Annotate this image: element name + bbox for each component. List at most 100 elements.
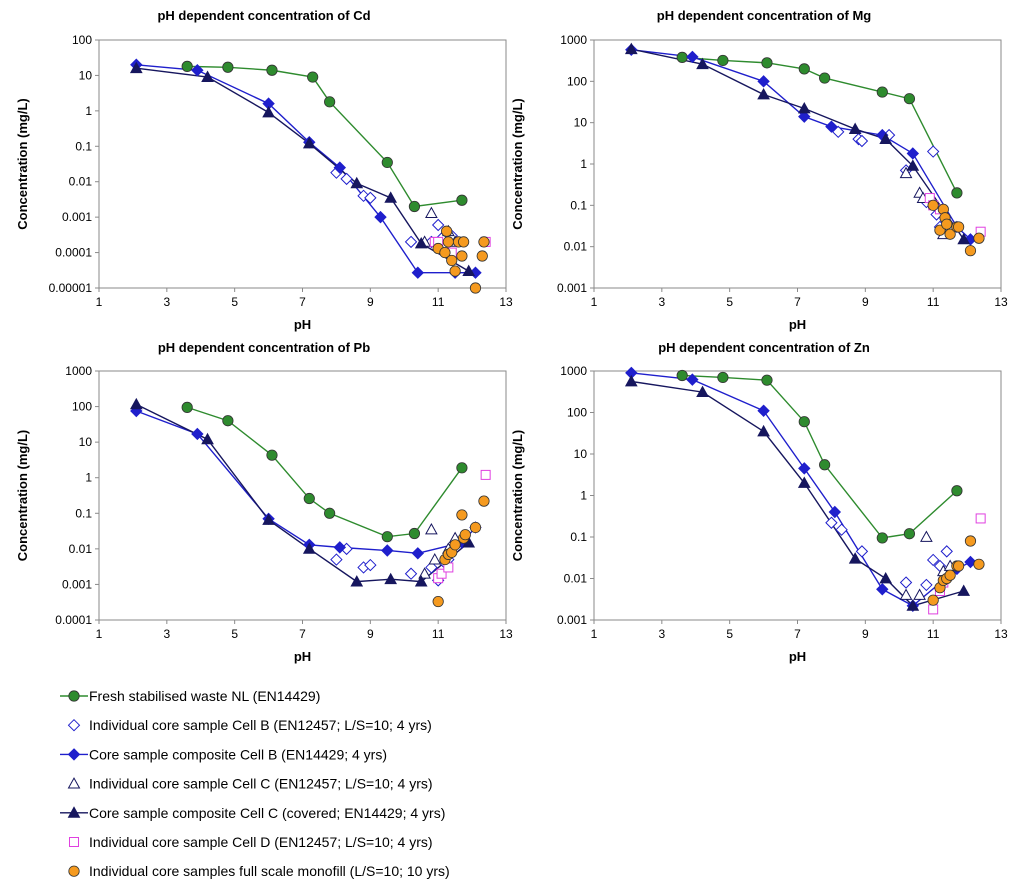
data-point-series-7: [478, 236, 490, 248]
legend-marker: [68, 865, 80, 877]
y-tick-label: 0.1: [75, 506, 92, 520]
data-point-series-7: [964, 245, 977, 257]
y-tick-label: 100: [567, 406, 587, 420]
legend-label: Core sample composite Cell B (EN14429; 4…: [89, 746, 387, 762]
x-axis-label: pH: [294, 649, 311, 664]
chart-title: pH dependent concentration of Mg: [657, 8, 872, 23]
x-tick-label: 7: [794, 627, 801, 641]
y-tick-label: 1: [85, 104, 92, 118]
data-point-series-2: [340, 172, 353, 186]
chart-title: pH dependent concentration of Zn: [658, 340, 870, 355]
data-point-series-7: [476, 250, 488, 262]
data-point-series-5: [757, 424, 770, 437]
y-tick-label: 0.001: [62, 577, 92, 591]
data-point-series-1: [717, 371, 729, 384]
data-point-series-1: [222, 61, 234, 73]
data-point-series-1: [798, 416, 810, 428]
x-tick-label: 13: [994, 627, 1008, 641]
data-point-series-2: [825, 516, 838, 529]
y-tick-label: 10: [79, 435, 93, 449]
chart-title: pH dependent concentration of Pb: [158, 340, 370, 355]
data-point-series-4: [899, 588, 913, 600]
data-point-series-1: [456, 462, 468, 474]
data-point-series-1: [951, 187, 963, 199]
data-point-series-2: [940, 545, 953, 558]
data-point-series-7: [927, 594, 939, 606]
y-axis-label: Concentration (mg/L): [15, 430, 30, 561]
y-tick-label: 0.0001: [55, 613, 92, 627]
x-tick-label: 13: [499, 627, 513, 641]
data-point-series-1: [381, 156, 393, 169]
data-point-series-3: [381, 544, 394, 557]
data-point-series-5: [350, 575, 364, 587]
data-point-series-1: [951, 485, 963, 497]
y-tick-label: 1000: [560, 33, 587, 47]
data-point-series-5: [201, 70, 214, 82]
y-tick-label: 1: [85, 471, 92, 485]
plot-frame: [98, 370, 507, 621]
data-point-series-3: [798, 462, 811, 475]
data-point-series-1: [876, 532, 888, 544]
data-point-series-7: [944, 228, 956, 240]
y-tick-label: 0.01: [69, 175, 93, 189]
data-point-series-6: [928, 604, 939, 615]
legend-marker: [67, 777, 81, 789]
x-tick-label: 3: [658, 627, 665, 641]
data-point-series-2: [404, 567, 418, 580]
data-point-series-3: [374, 210, 387, 224]
data-point-series-2: [425, 561, 438, 574]
x-axis-label: pH: [789, 317, 806, 332]
data-point-series-5: [757, 87, 770, 100]
data-point-series-5: [414, 236, 428, 249]
data-point-series-7: [927, 199, 939, 211]
legend-label: Fresh stabilised waste NL (EN14429): [89, 688, 320, 704]
series-line-5: [631, 48, 965, 240]
data-point-series-5: [696, 385, 709, 398]
data-point-series-3: [798, 110, 811, 123]
data-point-series-1: [266, 64, 278, 76]
y-tick-label: 100: [567, 74, 587, 88]
y-tick-label: 10: [79, 68, 93, 82]
data-point-series-6: [436, 568, 447, 579]
data-point-series-5: [906, 599, 920, 611]
y-tick-label: 1000: [65, 364, 92, 378]
series-line-5: [136, 403, 470, 583]
y-tick-label: 0.00001: [49, 281, 93, 295]
data-point-series-7: [469, 282, 482, 294]
y-tick-label: 0.0001: [55, 246, 92, 260]
y-axis-label: Concentration (mg/L): [510, 430, 525, 561]
legend-label: Core sample composite Cell C (covered; E…: [89, 805, 445, 821]
y-tick-label: 100: [72, 33, 92, 47]
data-point-series-1: [381, 531, 393, 543]
data-point-series-1: [903, 528, 916, 540]
data-point-series-7: [953, 221, 965, 233]
legend-label: Individual core sample Cell C (EN12457; …: [89, 776, 433, 792]
x-tick-label: 1: [591, 627, 598, 641]
plot-frame: [593, 39, 1002, 289]
data-point-series-3: [191, 427, 204, 441]
data-point-series-2: [899, 576, 913, 589]
y-tick-label: 0.1: [570, 198, 587, 212]
data-point-series-5: [129, 61, 143, 74]
data-point-series-4: [425, 206, 438, 219]
chart-panel-2: pH dependent concentration of Mg1 3 5 7 9 11 1…: [510, 8, 1008, 332]
y-axis-label: Concentration (mg/L): [15, 98, 30, 229]
data-point-series-3: [757, 404, 770, 417]
x-tick-label: 7: [299, 627, 306, 641]
legend-item: Core sample composite Cell C (covered; E…: [60, 805, 445, 821]
legend-item: Individual core sample Cell B (EN12457; …: [67, 717, 432, 733]
x-tick-label: 11: [432, 295, 445, 309]
data-point-series-4: [920, 530, 933, 542]
x-tick-label: 9: [367, 295, 374, 309]
data-point-series-1: [307, 71, 319, 83]
x-tick-label: 11: [927, 627, 940, 641]
data-point-series-7: [953, 560, 965, 572]
legend-marker: [67, 748, 81, 761]
data-point-series-2: [404, 235, 418, 249]
data-point-series-5: [462, 264, 476, 276]
chart-panel-3: pH dependent concentration of Pb1 3 5 7 9 11 1…: [15, 340, 513, 664]
x-tick-label: 3: [163, 295, 170, 309]
chart-title: pH dependent concentration of Cd: [157, 8, 370, 23]
series-line-3: [631, 49, 971, 240]
